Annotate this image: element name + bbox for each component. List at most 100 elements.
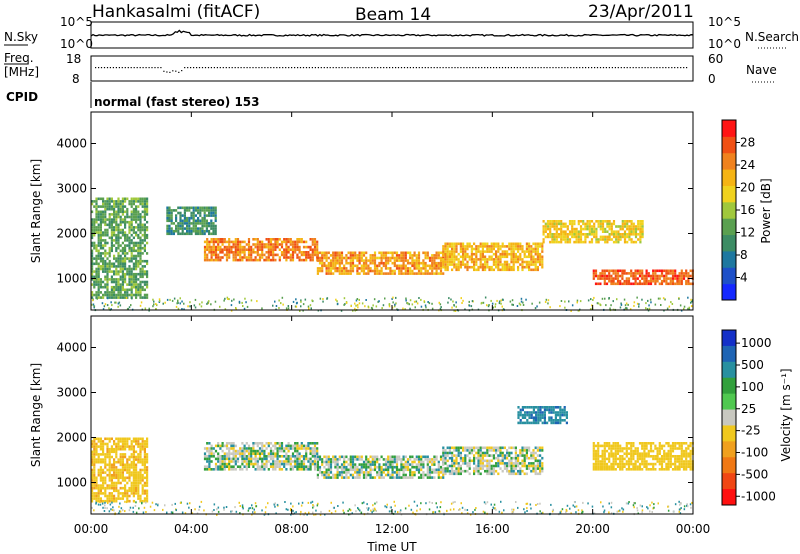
heatmap-cell bbox=[501, 446, 504, 450]
freq-point bbox=[442, 67, 444, 69]
heatmap-cell bbox=[280, 455, 284, 458]
heatmap-cell bbox=[546, 222, 550, 226]
heatmap-cell bbox=[117, 468, 120, 472]
heatmap-cell bbox=[108, 492, 111, 495]
heatmap-cell bbox=[97, 270, 100, 273]
heatmap-cell bbox=[137, 492, 140, 495]
heatmap-cell bbox=[499, 467, 502, 470]
heatmap-cell bbox=[349, 458, 352, 461]
heatmap-cell bbox=[455, 469, 458, 473]
heatmap-cell bbox=[97, 499, 100, 503]
heatmap-cell bbox=[532, 454, 535, 457]
heatmap-cell bbox=[239, 449, 242, 453]
heatmap-cell bbox=[599, 282, 602, 286]
heatmap-cell bbox=[365, 458, 368, 461]
heatmap-cell bbox=[350, 305, 352, 307]
heatmap-cell bbox=[387, 463, 390, 466]
heatmap-cell bbox=[113, 489, 116, 493]
heatmap-cell bbox=[484, 255, 487, 259]
heatmap-cell bbox=[119, 231, 122, 234]
heatmap-cell bbox=[616, 279, 620, 283]
heatmap-cell bbox=[104, 479, 107, 482]
heatmap-cell bbox=[99, 244, 102, 247]
heatmap-cell bbox=[490, 245, 493, 248]
heatmap-cell bbox=[437, 264, 440, 268]
heatmap-cell bbox=[97, 460, 100, 464]
heatmap-cell bbox=[254, 457, 257, 461]
heatmap-cell bbox=[250, 253, 253, 257]
heatmap-cell bbox=[409, 256, 412, 260]
heatmap-cell bbox=[389, 259, 392, 262]
heatmap-cell bbox=[389, 272, 392, 275]
heatmap-cell bbox=[347, 251, 350, 255]
heatmap-cell bbox=[104, 458, 107, 461]
heatmap-cell bbox=[208, 206, 211, 210]
heatmap-cell bbox=[615, 230, 618, 233]
heatmap-cell bbox=[603, 274, 606, 278]
heatmap-cell bbox=[689, 274, 692, 278]
heatmap-cell bbox=[420, 465, 423, 469]
heatmap-cell bbox=[495, 252, 498, 256]
heatmap-cell bbox=[300, 240, 303, 244]
heatmap-cell bbox=[91, 303, 93, 306]
heatmap-cell bbox=[662, 297, 665, 300]
freq-point bbox=[561, 67, 563, 69]
heatmap-cell bbox=[464, 265, 467, 269]
heatmap-cell bbox=[141, 280, 144, 284]
heatmap-cell bbox=[300, 444, 303, 448]
heatmap-cell bbox=[239, 256, 242, 259]
heatmap-cell bbox=[479, 263, 482, 266]
heatmap-cell bbox=[398, 455, 401, 459]
heatmap-cell bbox=[435, 458, 438, 461]
heatmap-cell bbox=[495, 456, 498, 460]
heatmap-cell bbox=[446, 250, 449, 253]
heatmap-cell bbox=[194, 229, 197, 233]
noise-panel bbox=[90, 21, 694, 49]
heatmap-cell bbox=[610, 227, 613, 231]
heatmap-cell bbox=[424, 304, 427, 307]
heatmap-cell bbox=[113, 497, 116, 500]
heatmap-cell bbox=[186, 229, 189, 233]
heatmap-cell bbox=[300, 447, 303, 450]
heatmap-cell bbox=[210, 452, 213, 455]
heatmap-cell bbox=[588, 240, 591, 244]
heatmap-cell bbox=[278, 258, 281, 262]
heatmap-cell bbox=[121, 252, 124, 255]
heatmap-cell bbox=[665, 269, 668, 273]
heatmap-cell bbox=[508, 451, 511, 455]
heatmap-cell bbox=[378, 300, 380, 303]
heatmap-cell bbox=[625, 277, 628, 280]
heatmap-cell bbox=[470, 449, 473, 452]
heatmap-cell bbox=[620, 302, 622, 305]
heatmap-cell bbox=[444, 265, 447, 269]
heatmap-cell bbox=[437, 267, 440, 270]
heatmap-cell bbox=[141, 463, 144, 467]
heatmap-cell bbox=[475, 469, 478, 473]
heatmap-cell bbox=[610, 304, 612, 307]
heatmap-cell bbox=[97, 215, 100, 219]
heatmap-cell bbox=[199, 232, 202, 236]
heatmap-cell bbox=[555, 222, 558, 226]
heatmap-cell bbox=[236, 238, 240, 241]
heatmap-cell bbox=[680, 309, 683, 312]
freq-point bbox=[154, 67, 156, 69]
heatmap-cell bbox=[404, 476, 407, 479]
heatmap-cell bbox=[221, 462, 224, 466]
freq-point bbox=[555, 67, 557, 69]
heatmap-cell bbox=[606, 220, 609, 223]
heatmap-cell bbox=[616, 298, 618, 301]
heatmap-cell bbox=[128, 280, 131, 284]
heatmap-cell bbox=[453, 446, 456, 450]
heatmap-cell bbox=[615, 238, 618, 241]
heatmap-cell bbox=[296, 238, 299, 241]
heatmap-cell bbox=[604, 220, 607, 223]
heatmap-cell bbox=[110, 494, 113, 498]
heatmap-cell bbox=[139, 275, 142, 279]
heatmap-cell bbox=[654, 279, 657, 283]
heatmap-cell bbox=[242, 305, 244, 307]
heatmap-cell bbox=[484, 258, 487, 261]
heatmap-cell bbox=[139, 197, 142, 201]
heatmap-cell bbox=[95, 476, 98, 480]
heatmap-cell bbox=[223, 452, 226, 455]
heatmap-cell bbox=[139, 200, 142, 203]
